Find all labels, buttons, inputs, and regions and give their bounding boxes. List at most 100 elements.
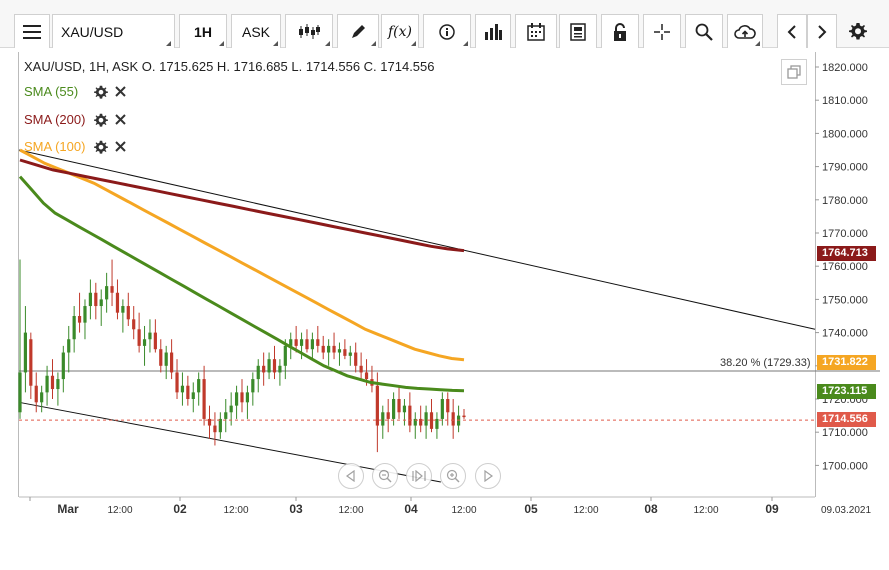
volume-button[interactable] xyxy=(475,14,511,48)
candle-body xyxy=(256,365,260,380)
candle-body xyxy=(424,412,428,426)
candle-body xyxy=(94,292,98,307)
candle-body xyxy=(419,418,423,426)
bar-volume-icon xyxy=(485,23,502,40)
time-tick-label: Mar xyxy=(57,502,79,516)
info-icon xyxy=(439,23,455,40)
indicator-settings-icon[interactable] xyxy=(94,113,108,127)
price-tick-label: 1800.000 xyxy=(822,128,868,140)
candle-body xyxy=(337,349,342,353)
zoom-button[interactable] xyxy=(685,14,723,48)
candle-body xyxy=(251,379,255,393)
fibonacci-label: 38.20 % (1729.33) xyxy=(720,357,811,369)
zoom-out-button[interactable] xyxy=(372,463,398,489)
symbol-input[interactable] xyxy=(52,14,175,48)
candle-body xyxy=(272,359,277,373)
calendar-button[interactable] xyxy=(515,14,557,48)
candle-body xyxy=(283,345,287,366)
candle-body xyxy=(56,379,60,390)
price-tick-label: 1710.000 xyxy=(822,427,868,439)
draw-button[interactable] xyxy=(337,14,379,48)
function-button[interactable]: f(x) xyxy=(381,14,419,48)
candle-body xyxy=(289,339,293,346)
candle-body xyxy=(354,352,358,366)
candle-body xyxy=(392,399,396,419)
candle-body xyxy=(159,349,163,366)
draw-pencil-icon xyxy=(352,24,365,38)
candle-body xyxy=(294,339,298,346)
crosshair-button[interactable] xyxy=(643,14,681,48)
time-tick-label: 12:00 xyxy=(223,505,248,516)
candle-body xyxy=(343,349,347,356)
indicator-remove-icon[interactable] xyxy=(114,85,127,98)
time-tick-label: 03 xyxy=(289,502,303,516)
info-button[interactable] xyxy=(423,14,471,48)
candle-body xyxy=(310,339,314,350)
candle-body xyxy=(29,339,33,386)
candle-body xyxy=(164,352,168,366)
price-tick-label: 1820.000 xyxy=(822,62,868,74)
candle-body xyxy=(348,352,352,356)
triangle-right-icon xyxy=(484,470,494,482)
candle-body xyxy=(234,392,239,406)
indicator-remove-icon[interactable] xyxy=(114,113,127,126)
lock-button[interactable] xyxy=(601,14,639,48)
zoom-in-button[interactable] xyxy=(440,463,466,489)
candle-body xyxy=(45,375,49,393)
chart-plot-area[interactable] xyxy=(18,52,816,497)
candle-body xyxy=(446,399,450,413)
candle-body xyxy=(153,332,157,350)
candle-body xyxy=(115,292,120,313)
candle-body xyxy=(332,345,336,353)
candle-body xyxy=(375,385,379,426)
candle-body xyxy=(440,399,444,419)
price-tick-label: 1760.000 xyxy=(822,261,868,273)
candle-body xyxy=(23,332,28,373)
price-side-button[interactable]: ASK xyxy=(231,14,281,48)
reset-view-button[interactable] xyxy=(406,463,432,489)
pan-left-button[interactable] xyxy=(338,463,364,489)
candle-body xyxy=(88,292,92,307)
time-tick-label: 12:00 xyxy=(693,505,718,516)
expand-chart-button[interactable] xyxy=(781,59,807,85)
indicator-remove-icon[interactable] xyxy=(114,140,127,153)
news-button[interactable] xyxy=(559,14,597,48)
candle-body xyxy=(137,329,141,346)
candle-body xyxy=(110,286,114,293)
lock-icon xyxy=(614,22,626,41)
chart-type-button[interactable] xyxy=(285,14,333,48)
price-tick-label: 1750.000 xyxy=(822,294,868,306)
time-tick-label: 12:00 xyxy=(338,505,363,516)
indicator-settings-icon[interactable] xyxy=(94,140,108,154)
candle-body xyxy=(462,415,466,418)
menu-button[interactable] xyxy=(14,14,50,48)
indicator-sma-55: SMA (55) xyxy=(24,84,127,99)
candle-body xyxy=(67,339,71,353)
indicator-sma-200: SMA (200) xyxy=(24,112,127,127)
pan-right-button[interactable] xyxy=(475,463,501,489)
candle-body xyxy=(402,405,407,413)
scroll-right-button[interactable] xyxy=(807,14,837,48)
candle-body xyxy=(240,392,244,403)
zoom-out-icon xyxy=(378,469,392,483)
indicator-sma-100: SMA (100) xyxy=(24,139,127,154)
trendline-upper xyxy=(18,149,816,330)
candle-body xyxy=(267,359,271,373)
candle-body xyxy=(435,418,439,429)
settings-button[interactable] xyxy=(841,14,875,48)
candle-body xyxy=(61,352,65,380)
candle-body xyxy=(299,339,304,346)
news-icon xyxy=(570,22,586,41)
timeframe-button[interactable]: 1H xyxy=(179,14,227,48)
candle-body xyxy=(186,385,190,399)
timeframe-label: 1H xyxy=(194,23,212,40)
candle-body xyxy=(180,385,185,393)
scroll-left-button[interactable] xyxy=(777,14,807,48)
cloud-button[interactable] xyxy=(727,14,763,48)
candle-body xyxy=(456,415,461,426)
candle-body xyxy=(218,418,222,433)
price-side-label: ASK xyxy=(241,23,270,40)
indicator-settings-icon[interactable] xyxy=(94,85,108,99)
navigator-strip[interactable] xyxy=(0,518,889,570)
